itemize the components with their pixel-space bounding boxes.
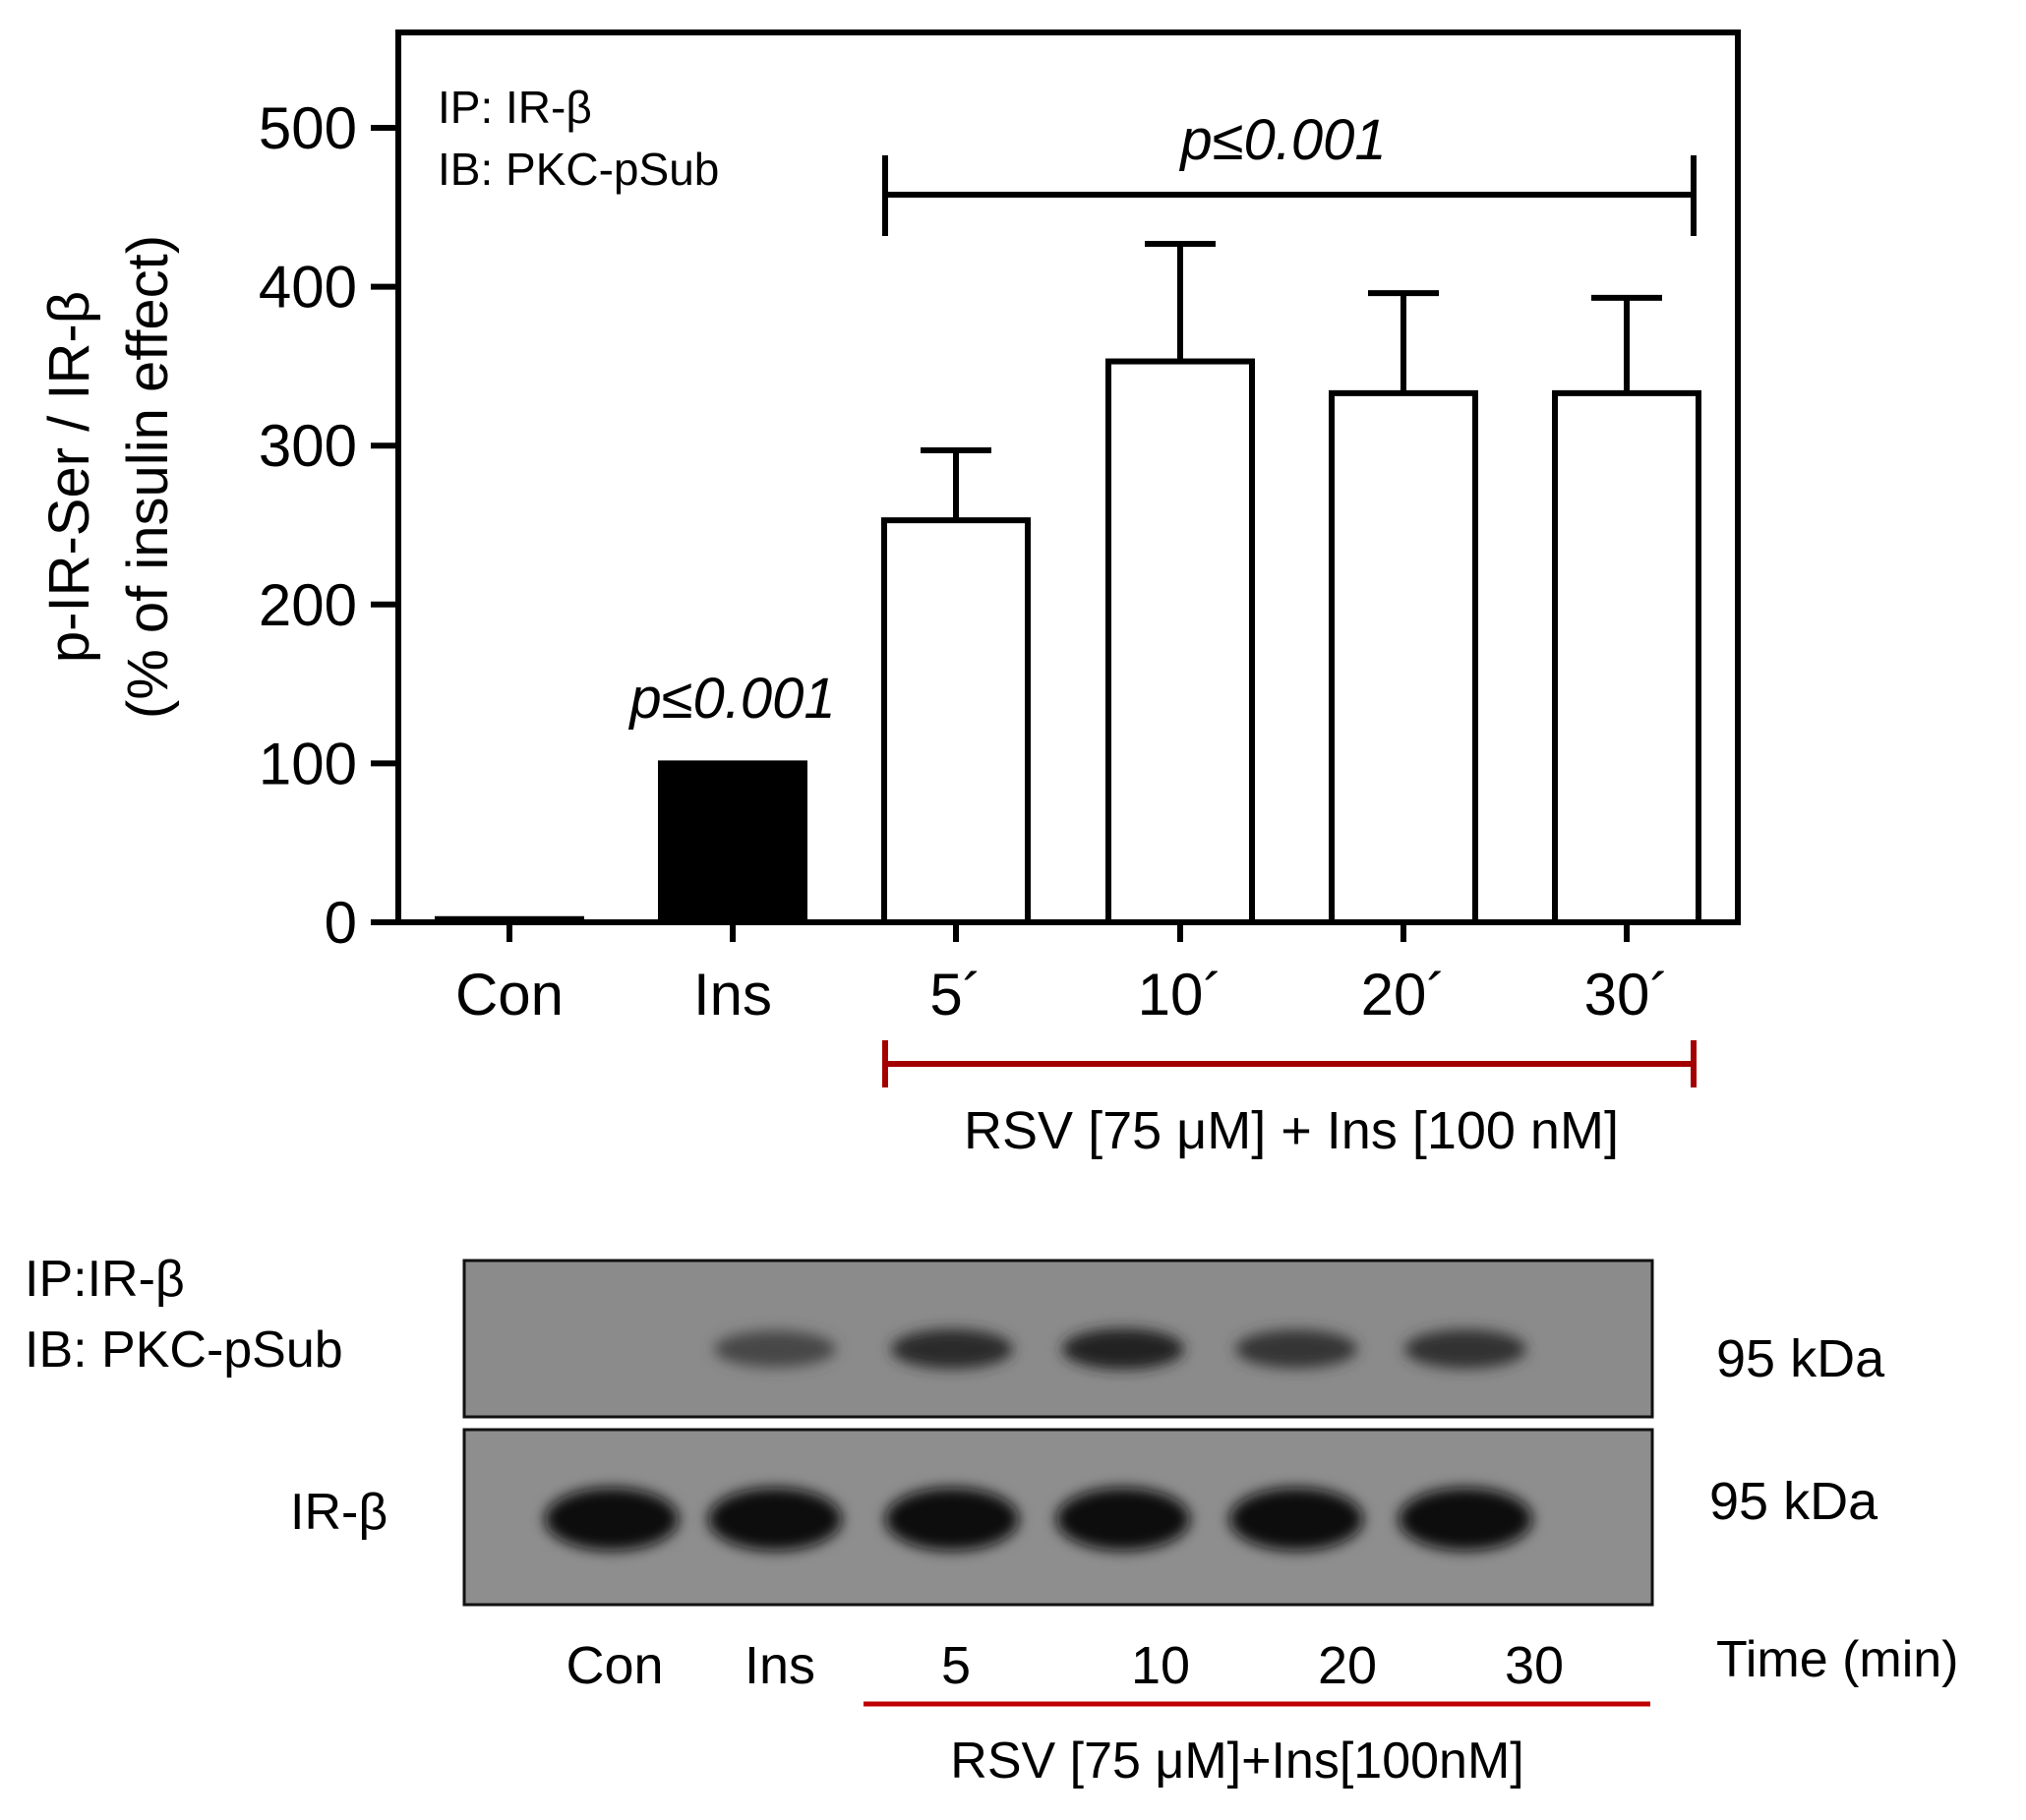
x-tick-label-5: 30´: [1584, 962, 1670, 1027]
lower-band-4: [1229, 1488, 1363, 1551]
bracket-p-value: p≤0.001: [1178, 108, 1386, 172]
lower-band-1: [708, 1488, 842, 1551]
upper-band-2: [891, 1328, 1013, 1370]
upper-kda-label: 95 kDa: [1716, 1329, 1885, 1388]
y-tick-label-500: 500: [259, 95, 357, 161]
blot-lane-label-0: Con: [566, 1636, 663, 1695]
lower-bands: [545, 1488, 1532, 1551]
blot-lane-label-5: 30: [1505, 1636, 1564, 1695]
blot-lane-labels: Con Ins 5 10 20 30: [566, 1636, 1564, 1695]
bar-4: [1329, 389, 1478, 925]
lower-band-0: [545, 1488, 679, 1551]
x-tick-label-2: 5´: [929, 962, 982, 1027]
bar-5: [1552, 389, 1701, 925]
y-tick-label-300: 300: [259, 413, 357, 479]
bar-chart: 0 100 200 300 400 500 Con Ins 5´ 10´ 20´ 30´ p-IR-…: [37, 29, 1741, 1160]
significance-bracket: [882, 155, 1697, 236]
x-axis-ticks: Con Ins 5´ 10´ 20´ 30´: [455, 922, 1669, 1027]
error-bars-layer: [921, 240, 1662, 521]
lower-band-3: [1056, 1488, 1190, 1551]
y-axis-label-line1: p-IR-Ser / IR-β: [37, 291, 101, 663]
y-tick-label-400: 400: [259, 255, 357, 321]
blot-ip-label: IP:IR-β: [25, 1251, 185, 1308]
bar-2: [881, 517, 1031, 925]
blot-lane-label-4: 20: [1318, 1636, 1377, 1695]
y-axis-label-line2: (% of insulin effect): [116, 235, 180, 719]
bar-3: [1105, 358, 1255, 925]
western-blot: IP:IR-β IB: PKC-pSub IR-β 95 kDa 95 kDa …: [25, 1251, 1959, 1790]
upper-band-5: [1404, 1329, 1526, 1369]
x-tick-label-4: 20´: [1361, 962, 1447, 1027]
y-tick-label-100: 100: [259, 731, 357, 796]
treatment-label: RSV [75 μM] + Ins [100 nM]: [964, 1101, 1619, 1160]
time-label: Time (min): [1716, 1631, 1959, 1688]
error-bar-4: [1368, 290, 1439, 393]
upper-bands: [714, 1328, 1526, 1370]
ins-p-value: p≤0.001: [627, 667, 835, 731]
lower-band-2: [885, 1488, 1019, 1551]
y-tick-label-200: 200: [259, 572, 357, 638]
x-tick-label-1: Ins: [693, 962, 772, 1027]
lower-kda-label: 95 kDa: [1709, 1472, 1878, 1531]
ib-annotation: IB: PKC-pSub: [438, 144, 719, 195]
x-tick-label-3: 10´: [1138, 962, 1223, 1027]
blot-ib-label: IB: PKC-pSub: [25, 1321, 343, 1379]
y-axis-ticks: 0 100 200 300 400 500: [259, 95, 398, 956]
ip-annotation: IP: IR-β: [438, 82, 592, 133]
lower-band-5: [1399, 1488, 1532, 1551]
blot-treatment-label: RSV [75 μM]+Ins[100nM]: [950, 1732, 1523, 1790]
upper-band-1: [714, 1330, 836, 1368]
blot-lane-label-3: 10: [1131, 1636, 1190, 1695]
upper-band-3: [1062, 1328, 1184, 1370]
blot-lane-label-1: Ins: [745, 1636, 815, 1695]
bar-1: [658, 760, 807, 926]
treatment-bracket: [882, 1040, 1697, 1087]
bars-layer: [435, 358, 1701, 926]
blot-lane-label-2: 5: [941, 1636, 971, 1695]
x-tick-label-0: Con: [455, 962, 564, 1027]
error-bar-2: [921, 447, 991, 521]
plot-frame: [395, 29, 1741, 925]
error-bar-3: [1145, 240, 1216, 362]
y-tick-label-0: 0: [325, 890, 357, 956]
error-bar-5: [1591, 294, 1662, 393]
blot-lower-label: IR-β: [290, 1484, 387, 1541]
upper-band-4: [1235, 1329, 1357, 1369]
